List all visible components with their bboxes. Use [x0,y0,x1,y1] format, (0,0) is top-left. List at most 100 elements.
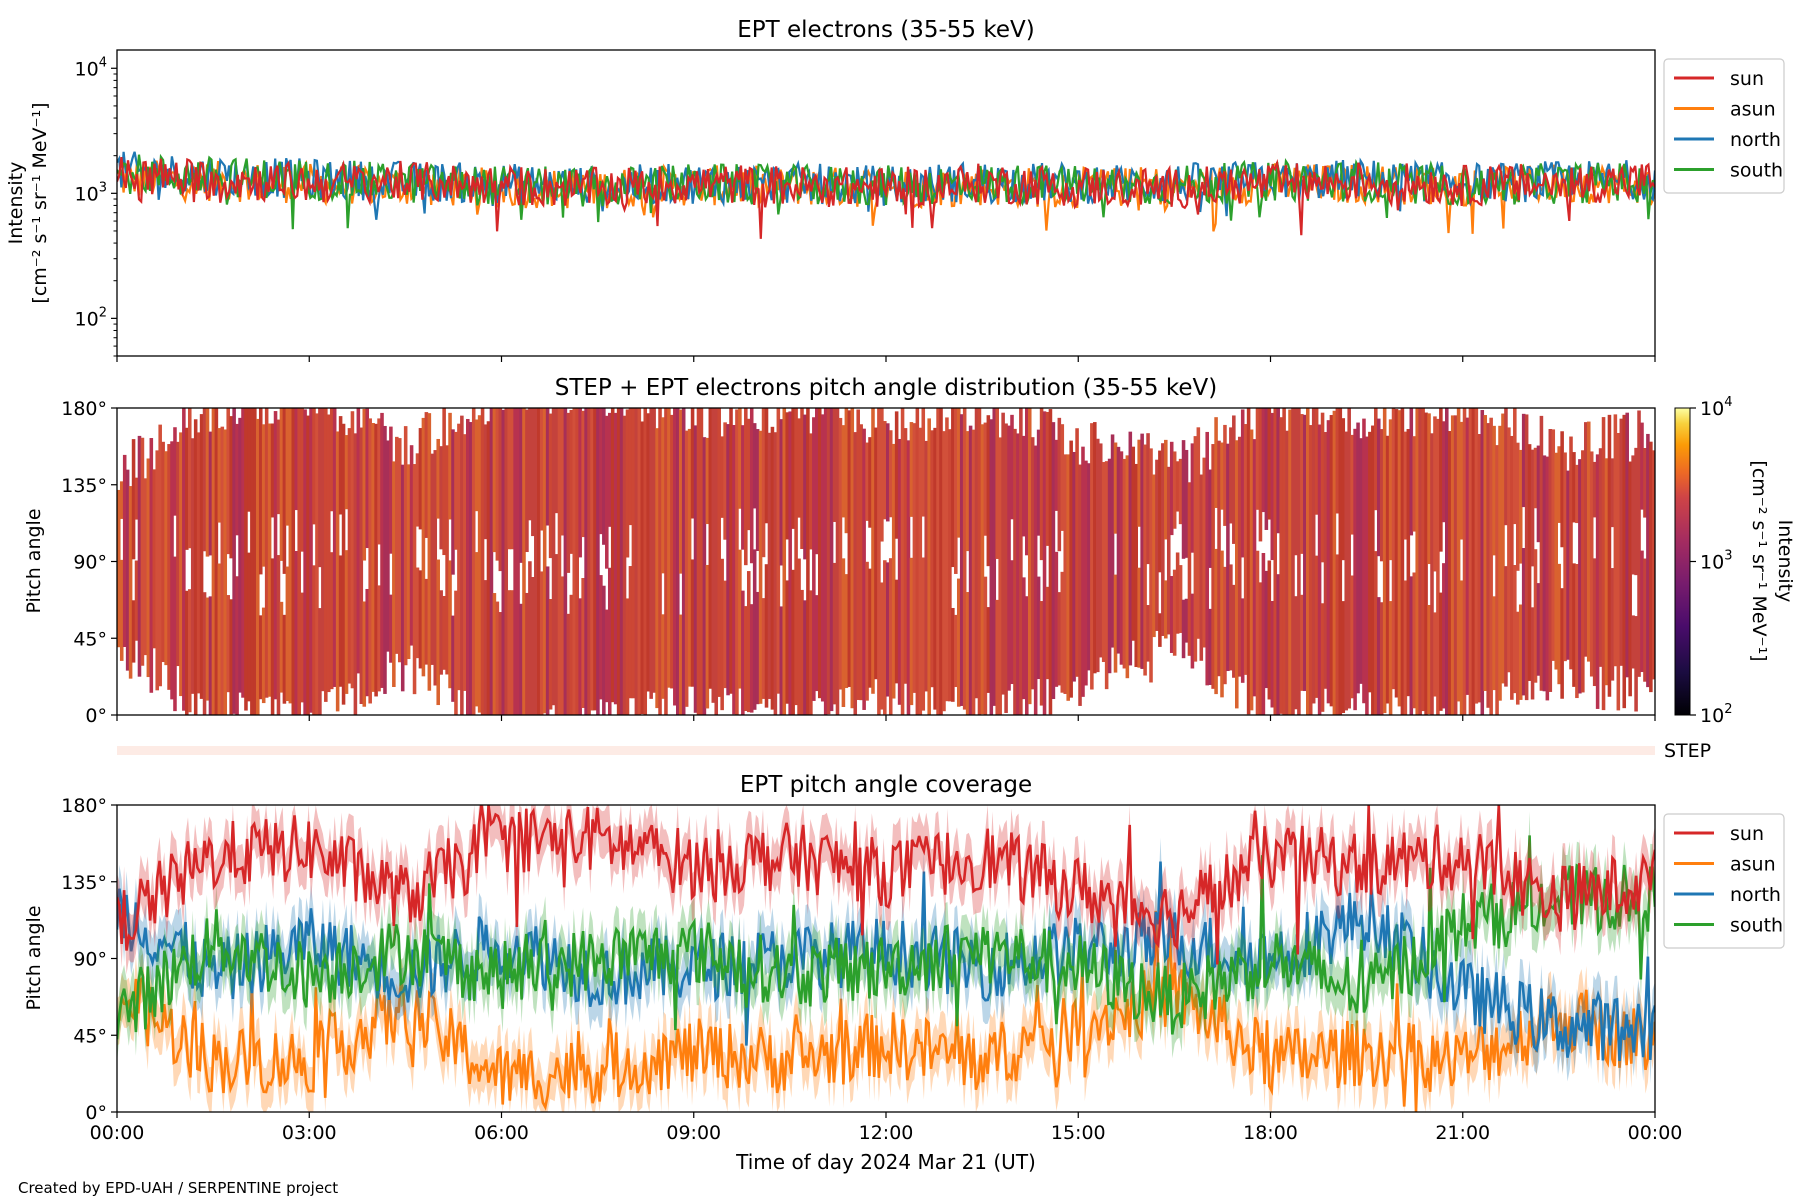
heatmap-cell [812,417,816,701]
heatmap-cell [625,409,630,558]
heatmap-cell [1270,412,1275,561]
heatmap-cell [782,408,787,715]
heatmap-cell [196,432,201,694]
heatmap-cell [779,419,784,566]
heatmap-cell [1504,566,1508,687]
heatmap-cell [264,408,269,698]
heatmap-cell [241,408,245,698]
heatmap-cell [690,408,695,519]
heatmap-cell [1442,421,1446,523]
heatmap-cell [326,414,331,693]
heatmap-cell [1137,439,1141,527]
heatmap-cell [1288,409,1292,715]
heatmap-cell [1604,458,1609,686]
heatmap-cell [613,412,618,705]
heatmap-cell [894,579,899,684]
heatmap-cell [1589,451,1594,677]
heatmap-cell [554,408,559,514]
heatmap-cell [1634,616,1638,712]
heatmap-cell [1172,569,1177,656]
heatmap-cell [531,408,535,537]
heatmap-cell [1252,439,1257,697]
heatmap-cell [1199,474,1204,661]
heatmap-cell [1489,417,1493,715]
heatmap-cell [1379,429,1384,562]
heatmap-cell [1362,418,1366,704]
heatmap-cell [1492,596,1496,691]
heatmap-cell [418,570,423,669]
heatmap-cell [785,580,789,704]
heatmap-cell [454,431,458,550]
heatmap-cell [581,578,585,708]
heatmap-cell [838,417,843,690]
heatmap-cell [826,408,831,715]
heatmap-cell [631,408,636,699]
heatmap-cell [1223,424,1227,526]
heatmap-cell [989,419,994,715]
heatmap-cell [681,408,686,715]
heatmap-cell [930,430,934,688]
heatmap-cell [463,434,467,691]
heatmap-cell [185,427,189,550]
heatmap-cell [409,445,414,646]
heatmap-cell [752,423,757,509]
heatmap-cell [167,444,171,690]
heatmap-cell [599,575,603,700]
heatmap-cell [356,408,361,674]
heatmap-cell [1146,433,1150,565]
heatmap-cell [1403,431,1408,540]
heatmap-cell [1122,458,1127,669]
heatmap-cell [1382,408,1387,714]
heatmap-cell [1439,592,1443,711]
heatmap-cell [146,458,151,678]
x-tick-label: 21:00 [1435,1122,1490,1144]
heatmap-cell [119,559,124,661]
heatmap-cell [1045,586,1050,680]
heatmap-cell [761,598,766,699]
heatmap-cell [983,422,988,536]
heatmap-cell [1359,438,1363,684]
heatmap-cell [912,423,917,693]
heatmap-cell [1406,429,1411,697]
heatmap-cell [1294,408,1298,556]
y-tick-exponent: 2 [99,305,107,320]
heatmap-cell [563,408,568,715]
heatmap-cell [306,415,310,715]
heatmap-cell [1175,552,1180,634]
heatmap-cell [1388,601,1393,715]
heatmap-cell [235,576,239,715]
heatmap-cell [859,424,863,701]
coverage-series-group [117,805,1655,1112]
heatmap-cell [1036,576,1041,680]
heatmap-cell [1276,408,1280,534]
heatmap-cell [1264,408,1269,530]
heatmap-cell [880,408,884,542]
heatmap-cell [1010,560,1014,685]
heatmap-cell [247,552,251,702]
heatmap-cell [510,590,514,715]
heatmap-cell [1504,408,1508,526]
heatmap-cell [791,569,795,715]
heatmap-cell [764,564,769,708]
heatmap-cell [510,408,514,550]
heatmap-cell [318,608,322,715]
heatmap-cell [1530,607,1535,700]
panel1-y-ticks: 102 103 104 [75,55,117,357]
heatmap-cell [1371,425,1375,715]
panel1-ylabel-line1: Intensity [5,162,27,245]
heatmap-cell [844,574,849,689]
heatmap-cell [359,427,364,704]
heatmap-cell [270,423,275,518]
heatmap-cell [495,408,500,561]
heatmap-cell [637,408,642,715]
heatmap-cell [1447,431,1452,715]
heatmap-cell [643,408,648,715]
heatmap-cell [383,425,387,694]
heatmap-cell [1303,414,1307,692]
y-tick-label: 0° [85,705,107,727]
heatmap-cell [1397,410,1402,707]
heatmap-cell [749,408,754,564]
heatmap-cell [1595,454,1600,709]
heatmap-cell [995,599,999,715]
panel2-x-ticks [116,715,1656,721]
